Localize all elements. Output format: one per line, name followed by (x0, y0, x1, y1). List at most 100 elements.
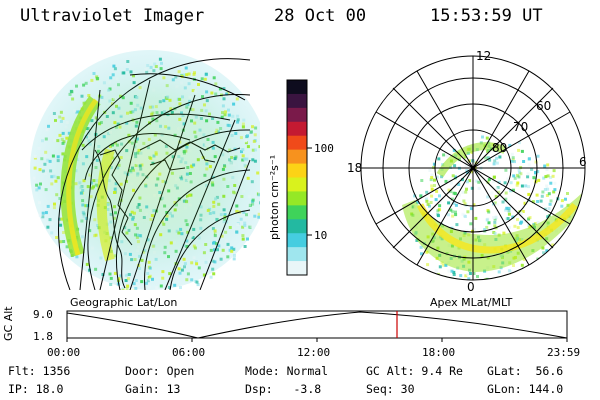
emission-pixel (461, 178, 464, 182)
emission-pixel (495, 203, 499, 207)
emission-pixel (564, 197, 567, 201)
emission-pixel (539, 260, 543, 264)
colorbar-swatch (287, 135, 307, 151)
emission-pixel (481, 135, 484, 139)
emission-pixel (508, 143, 512, 147)
emission-pixel (542, 176, 546, 180)
emission-pixel (522, 160, 526, 163)
emission-pixel (552, 169, 556, 173)
emission-pixel (527, 157, 531, 161)
emission-pixel (519, 211, 523, 215)
emission-pixel (449, 181, 453, 185)
emission-pixel (551, 174, 555, 178)
emission-pixel (493, 285, 496, 288)
emission-pixel (450, 269, 454, 273)
emission-pixel (449, 208, 453, 212)
emission-pixel (487, 178, 491, 182)
emission-pixel (426, 263, 430, 267)
emission-pixel (232, 257, 236, 261)
emission-pixel (109, 283, 113, 286)
emission-pixel (512, 174, 516, 178)
emission-pixel (486, 150, 489, 153)
emission-pixel (433, 178, 436, 182)
emission-pixel (453, 192, 457, 196)
emission-pixel (428, 204, 431, 208)
emission-pixel (521, 269, 525, 272)
emission-pixel (519, 221, 523, 225)
emission-pixel (465, 187, 468, 191)
emission-pixel (438, 194, 441, 198)
emission-pixel (518, 171, 522, 175)
emission-pixel (447, 213, 450, 217)
emission-pixel (507, 212, 511, 216)
emission-pixel (516, 226, 520, 230)
emission-pixel (497, 190, 501, 194)
emission-pixel (541, 190, 545, 194)
emission-pixel (513, 224, 517, 228)
emission-pixel (553, 181, 557, 185)
emission-pixel (195, 280, 199, 284)
glon-info: GLon: 144.0 (487, 382, 564, 396)
emission-pixel (486, 156, 490, 160)
emission-pixel (454, 210, 457, 214)
mlt-label-12: 12 (476, 49, 491, 63)
emission-pixel (466, 180, 469, 184)
emission-pixel (509, 189, 513, 193)
time-tick-1200: 12:00 (297, 346, 330, 359)
emission-pixel (497, 270, 501, 274)
emission-pixel (513, 176, 517, 180)
emission-pixel (515, 183, 519, 187)
door-value: Open (166, 364, 195, 378)
emission-pixel (520, 285, 523, 288)
emission-pixel (473, 165, 477, 169)
emission-pixel (260, 199, 263, 202)
mlt-label-0: 0 (467, 280, 475, 294)
emission-pixel (524, 273, 528, 277)
emission-pixel (209, 275, 213, 279)
emission-pixel (545, 194, 549, 197)
emission-pixel (527, 163, 531, 167)
emission-pixel (462, 199, 466, 203)
apex-caption: Apex MLat/MLT (430, 296, 513, 309)
emission-pixel (469, 222, 473, 226)
emission-pixel (483, 228, 487, 231)
emission-pixel (425, 190, 429, 194)
emission-pixel (541, 269, 544, 273)
emission-pixel (540, 194, 544, 198)
emission-pixel (437, 157, 441, 161)
emission-pixel (453, 164, 457, 168)
emission-pixel (260, 144, 263, 147)
emission-pixel (503, 181, 507, 185)
emission-pixel (486, 195, 490, 199)
mlat-label-60: 60 (536, 99, 551, 113)
glon-value: 144.0 (528, 382, 564, 396)
time-tick-0600: 06:00 (172, 346, 205, 359)
gain-info: Gain: 13 (125, 382, 181, 396)
emission-pixel (495, 187, 499, 191)
emission-pixel (556, 258, 560, 262)
colorbar-units-label: photon cm⁻²s⁻¹ (268, 155, 281, 240)
emission-pixel (509, 270, 513, 273)
emission-pixel (454, 213, 458, 217)
emission-pixel (131, 289, 135, 290)
emission-pixel (452, 270, 456, 274)
emission-pixel (434, 269, 438, 273)
emission-pixel (527, 192, 531, 196)
emission-pixel (170, 291, 173, 294)
emission-pixel (530, 167, 534, 171)
mlt-label-18: 18 (347, 161, 362, 175)
emission-pixel (516, 218, 519, 222)
mode-info: Mode: Normal (245, 364, 329, 378)
seq-info: Seq: 30 (366, 382, 415, 396)
emission-pixel (477, 180, 481, 184)
emission-pixel (444, 179, 448, 183)
emission-pixel (501, 287, 504, 290)
emission-pixel (444, 263, 448, 267)
time-tick-1800: 18:00 (422, 346, 455, 359)
emission-pixel (535, 193, 539, 197)
emission-pixel (519, 172, 523, 176)
emission-pixel (485, 225, 489, 229)
dsp-value: -3.8 (293, 382, 322, 396)
colorbar-swatch (287, 107, 307, 123)
emission-pixel (233, 254, 236, 257)
